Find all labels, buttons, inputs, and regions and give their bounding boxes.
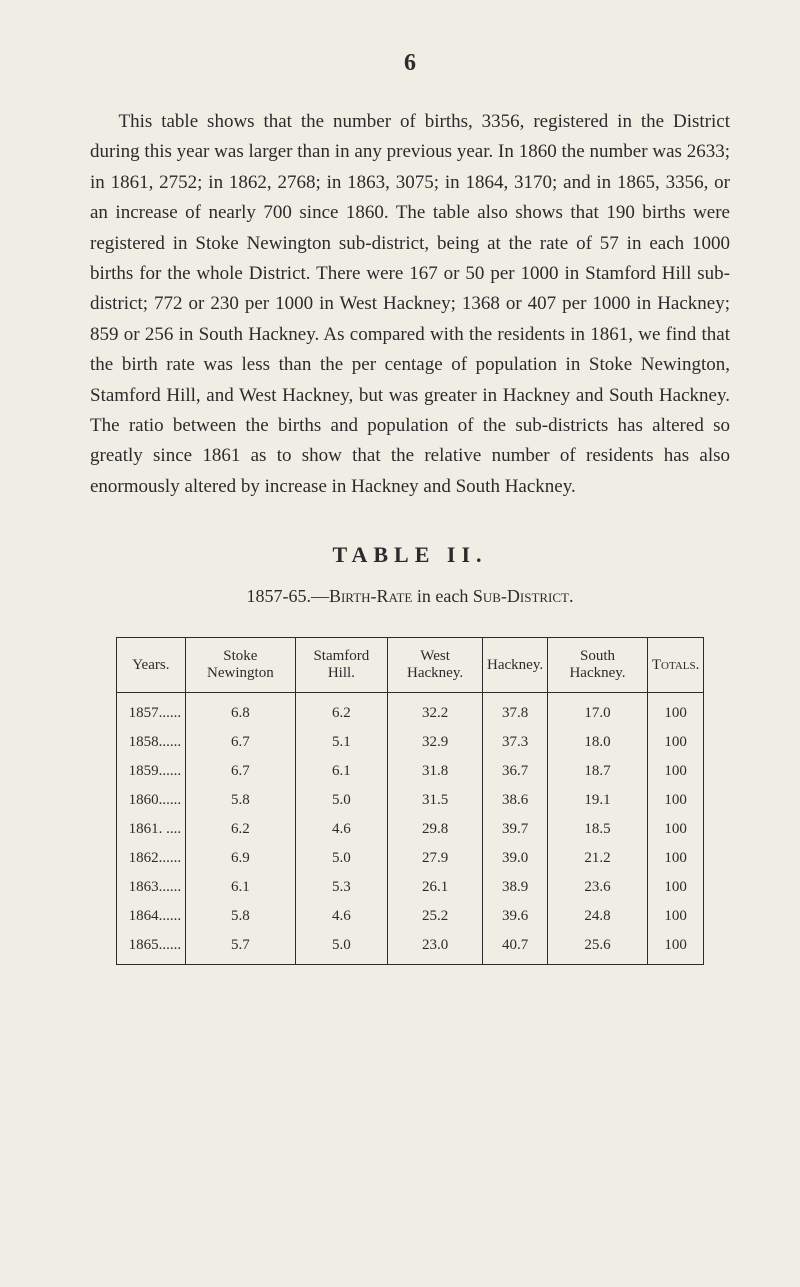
document-page: 6 This table shows that the number of bi…	[0, 0, 800, 1287]
cell: 24.8	[548, 902, 648, 931]
table-title: TABLE II.	[90, 542, 730, 568]
cell: 40.7	[483, 931, 548, 965]
cell: 36.7	[483, 757, 548, 786]
cell: 26.1	[388, 873, 483, 902]
cell: 25.6	[548, 931, 648, 965]
cell: 23.0	[388, 931, 483, 965]
cell: 100	[647, 931, 704, 965]
cell: 21.2	[548, 844, 648, 873]
cell: 1864......	[116, 902, 186, 931]
birth-rate-table: Years. Stoke Newington Stamford Hill. We…	[116, 637, 705, 965]
totals-label: Totals.	[652, 657, 699, 673]
cell: 1861. ....	[116, 815, 186, 844]
body-paragraph: This table shows that the number of birt…	[90, 107, 730, 502]
col-stamford-hill: Stamford Hill.	[295, 638, 387, 693]
cell: 32.2	[388, 693, 483, 729]
cell: 6.8	[186, 693, 296, 729]
col-totals: Totals.	[647, 638, 704, 693]
cell: 19.1	[548, 786, 648, 815]
cell: 27.9	[388, 844, 483, 873]
col-hackney: Hackney.	[483, 638, 548, 693]
cell: 1863......	[116, 873, 186, 902]
table-row: 1861. .... 6.2 4.6 29.8 39.7 18.5 100	[116, 815, 704, 844]
col-years: Years.	[116, 638, 186, 693]
cell: 1858......	[116, 728, 186, 757]
table-body: 1857...... 6.8 6.2 32.2 37.8 17.0 100 18…	[116, 693, 704, 965]
cell: 37.8	[483, 693, 548, 729]
cell: 6.2	[295, 693, 387, 729]
table-row: 1862...... 6.9 5.0 27.9 39.0 21.2 100	[116, 844, 704, 873]
page-number: 6	[90, 50, 730, 77]
cell: 6.1	[295, 757, 387, 786]
cell: 31.5	[388, 786, 483, 815]
cell: 5.8	[186, 786, 296, 815]
cell: 6.7	[186, 757, 296, 786]
subtitle-mid: in each	[412, 586, 472, 606]
cell: 100	[647, 693, 704, 729]
cell: 23.6	[548, 873, 648, 902]
cell: 1860......	[116, 786, 186, 815]
table-row: 1858...... 6.7 5.1 32.9 37.3 18.0 100	[116, 728, 704, 757]
table-subtitle: 1857-65.—Birth-Rate in each Sub-District…	[90, 586, 730, 607]
cell: 1857......	[116, 693, 186, 729]
cell: 1862......	[116, 844, 186, 873]
subtitle-caps-2: Sub-District.	[473, 586, 574, 606]
cell: 6.1	[186, 873, 296, 902]
cell: 39.0	[483, 844, 548, 873]
cell: 38.6	[483, 786, 548, 815]
table-row: 1864...... 5.8 4.6 25.2 39.6 24.8 100	[116, 902, 704, 931]
cell: 18.0	[548, 728, 648, 757]
table-row: 1860...... 5.8 5.0 31.5 38.6 19.1 100	[116, 786, 704, 815]
cell: 6.7	[186, 728, 296, 757]
cell: 1859......	[116, 757, 186, 786]
table-row: 1859...... 6.7 6.1 31.8 36.7 18.7 100	[116, 757, 704, 786]
table-row: 1863...... 6.1 5.3 26.1 38.9 23.6 100	[116, 873, 704, 902]
cell: 6.9	[186, 844, 296, 873]
cell: 18.5	[548, 815, 648, 844]
subtitle-prefix: 1857-65.—	[246, 586, 329, 606]
cell: 32.9	[388, 728, 483, 757]
subtitle-caps-1: Birth-Rate	[329, 586, 412, 606]
cell: 5.0	[295, 931, 387, 965]
cell: 17.0	[548, 693, 648, 729]
cell: 6.2	[186, 815, 296, 844]
cell: 25.2	[388, 902, 483, 931]
table-header-row: Years. Stoke Newington Stamford Hill. We…	[116, 638, 704, 693]
cell: 5.7	[186, 931, 296, 965]
cell: 5.0	[295, 844, 387, 873]
cell: 37.3	[483, 728, 548, 757]
cell: 100	[647, 844, 704, 873]
cell: 5.8	[186, 902, 296, 931]
cell: 39.7	[483, 815, 548, 844]
cell: 4.6	[295, 902, 387, 931]
table-row: 1857...... 6.8 6.2 32.2 37.8 17.0 100	[116, 693, 704, 729]
cell: 100	[647, 815, 704, 844]
cell: 18.7	[548, 757, 648, 786]
cell: 29.8	[388, 815, 483, 844]
cell: 100	[647, 902, 704, 931]
cell: 100	[647, 786, 704, 815]
cell: 100	[647, 728, 704, 757]
cell: 1865......	[116, 931, 186, 965]
cell: 39.6	[483, 902, 548, 931]
col-south-hackney: South Hackney.	[548, 638, 648, 693]
cell: 5.1	[295, 728, 387, 757]
cell: 4.6	[295, 815, 387, 844]
col-stoke-newington: Stoke Newington	[186, 638, 296, 693]
cell: 31.8	[388, 757, 483, 786]
cell: 100	[647, 757, 704, 786]
col-west-hackney: West Hackney.	[388, 638, 483, 693]
cell: 100	[647, 873, 704, 902]
cell: 5.0	[295, 786, 387, 815]
cell: 38.9	[483, 873, 548, 902]
cell: 5.3	[295, 873, 387, 902]
table-row: 1865...... 5.7 5.0 23.0 40.7 25.6 100	[116, 931, 704, 965]
